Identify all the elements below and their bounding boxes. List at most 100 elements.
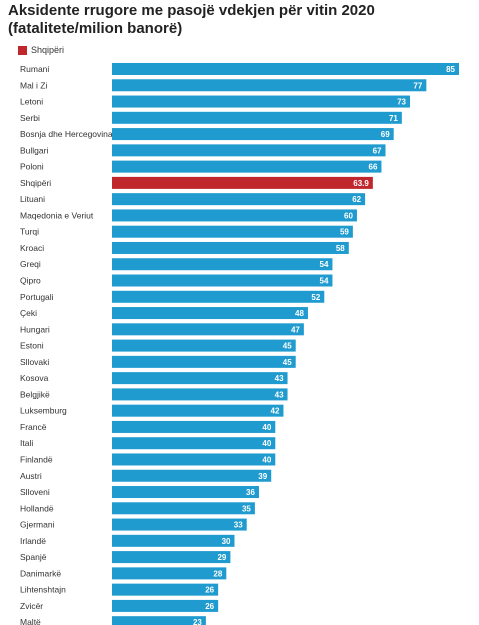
category-label: Belgjikë (20, 389, 50, 399)
category-label: Kosova (20, 373, 49, 383)
category-label: Greqi (20, 259, 41, 269)
category-label: Rumani (20, 64, 49, 74)
bar (112, 469, 272, 482)
category-label: Itali (20, 438, 33, 448)
category-label: Maqedonia e Veriut (20, 210, 94, 220)
bar (112, 616, 206, 625)
bar (112, 95, 411, 108)
bar (112, 437, 276, 450)
value-label: 73 (397, 98, 406, 107)
category-label: Finlandë (20, 454, 53, 464)
bar (112, 225, 353, 238)
category-label: Estoni (20, 341, 44, 351)
bar (112, 290, 325, 303)
value-label: 39 (258, 472, 267, 481)
bar (112, 339, 296, 352)
category-label: Lihtenshtajn (20, 585, 66, 595)
bar (112, 193, 366, 206)
category-label: Maltë (20, 617, 41, 625)
category-label: Qipro (20, 276, 41, 286)
bar (112, 583, 219, 596)
value-label: 62 (352, 195, 361, 204)
category-label: Poloni (20, 162, 44, 172)
bar (112, 128, 394, 141)
value-label: 40 (262, 455, 271, 464)
value-label: 23 (193, 618, 202, 625)
value-label: 35 (242, 504, 251, 513)
value-label: 66 (369, 163, 378, 172)
bar (112, 209, 357, 222)
value-label: 30 (222, 537, 231, 546)
value-label: 28 (213, 569, 222, 578)
bar (112, 160, 382, 173)
value-label: 60 (344, 211, 353, 220)
bar (112, 258, 333, 271)
category-label: Çeki (20, 308, 37, 318)
value-label: 40 (262, 423, 271, 432)
category-label: Hollandë (20, 503, 54, 513)
bar (112, 307, 308, 320)
value-label: 33 (234, 521, 243, 530)
bar (112, 388, 288, 401)
category-label: Kroaci (20, 243, 44, 253)
category-label: Danimarkë (20, 568, 61, 578)
bar (112, 241, 349, 254)
chart-title-line2: (fatalitete/milion banorë) (8, 20, 183, 37)
value-label: 63.9 (353, 179, 369, 188)
chart-title: Aksidente rrugore me pasojë vdekjen për … (8, 2, 468, 38)
value-label: 29 (217, 553, 226, 562)
category-label: Bullgari (20, 145, 48, 155)
bar (112, 404, 284, 417)
bar (112, 420, 276, 433)
chart-legend: Shqipëri (18, 44, 64, 56)
chart-title-line1: Aksidente rrugore me pasojë vdekjen për … (8, 2, 375, 19)
bar (112, 551, 231, 564)
category-label: Austri (20, 471, 42, 481)
category-label: Letoni (20, 97, 43, 107)
value-label: 77 (413, 81, 422, 90)
bar (112, 502, 255, 515)
legend-label: Shqipëri (31, 45, 65, 55)
value-label: 59 (340, 228, 349, 237)
category-label: Spanjë (20, 552, 47, 562)
value-label: 42 (271, 407, 280, 416)
value-label: 26 (205, 602, 214, 611)
category-label: Serbi (20, 113, 40, 123)
category-label: Bosnja dhe Hercegovina (20, 129, 113, 139)
category-label: Irlandë (20, 536, 46, 546)
bar (112, 534, 235, 547)
value-label: 85 (446, 65, 455, 74)
value-label: 40 (262, 439, 271, 448)
value-label: 54 (320, 260, 329, 269)
value-label: 69 (381, 130, 390, 139)
bar (112, 486, 259, 499)
category-label: Sllovaki (20, 357, 49, 367)
bar (112, 518, 247, 531)
bar (112, 599, 219, 612)
value-label: 54 (320, 277, 329, 286)
value-label: 71 (389, 114, 398, 123)
bar-highlight (112, 176, 373, 189)
bar (112, 79, 427, 92)
category-label: Lituani (20, 194, 45, 204)
value-label: 67 (373, 146, 382, 155)
category-label: Hungari (20, 324, 50, 334)
bar (112, 111, 402, 124)
value-label: 52 (311, 293, 320, 302)
bar (112, 63, 459, 75)
bar (112, 144, 386, 157)
value-label: 43 (275, 390, 284, 399)
category-label: Turqi (20, 227, 39, 237)
category-label: Francë (20, 422, 47, 432)
category-label: Luksemburg (20, 406, 67, 416)
value-label: 47 (291, 325, 300, 334)
bar (112, 323, 304, 336)
category-label: Portugali (20, 292, 54, 302)
category-label: Gjermani (20, 520, 55, 530)
category-label: Zvicër (20, 601, 43, 611)
bar (112, 274, 333, 287)
bar (112, 453, 276, 466)
category-label: Slloveni (20, 487, 50, 497)
bar (112, 355, 296, 368)
